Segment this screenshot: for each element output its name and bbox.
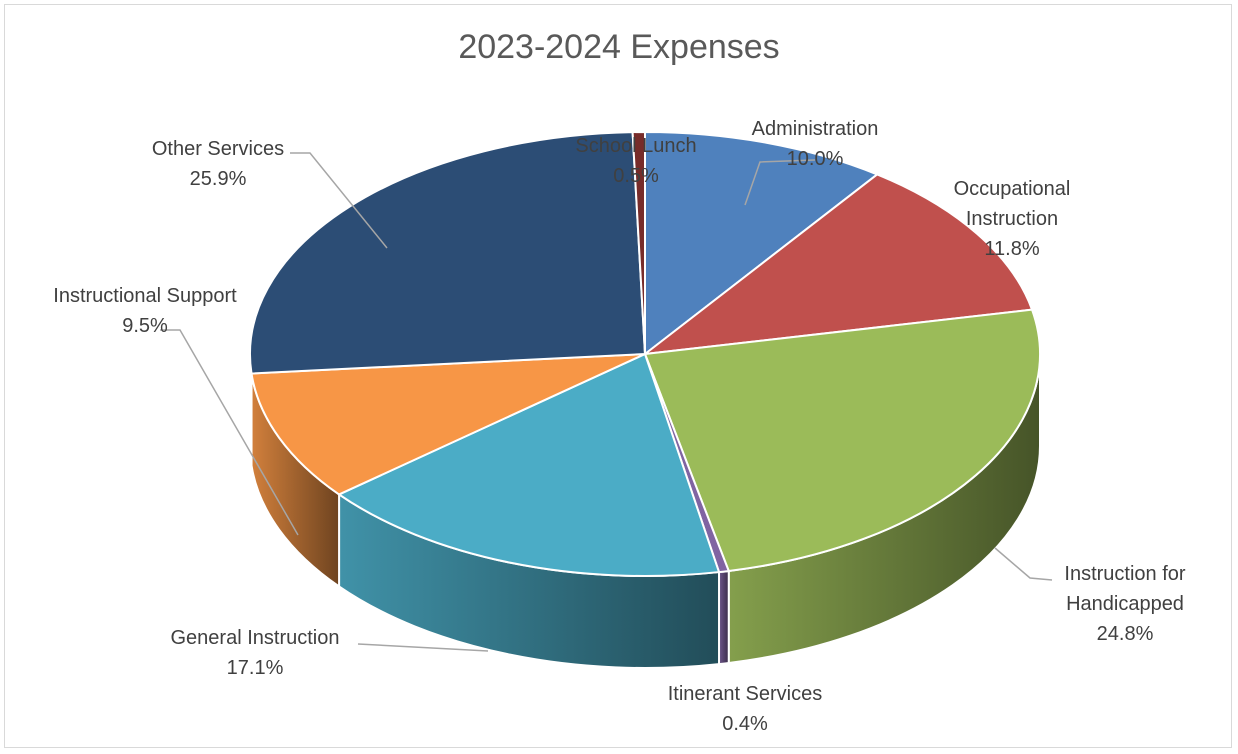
slice-value-label-0: 10.0% <box>787 148 844 170</box>
slice-value-label-7: 0.5% <box>613 165 659 187</box>
slice-category-label-0: Administration <box>752 118 879 140</box>
leader-line-6 <box>290 152 388 249</box>
slice-category-label-4: General Instruction <box>171 627 340 649</box>
slice-category-label-7: School Lunch <box>575 135 696 157</box>
pie-labels: Administration 10.0% Occupational Instructi… <box>53 118 1186 735</box>
pie-slice-2 <box>644 308 1041 572</box>
slice-category-label-5: Instructional Support <box>53 285 237 307</box>
slice-value-label-6: 25.9% <box>190 168 247 190</box>
slice-value-label-4: 17.1% <box>227 657 284 679</box>
pie-slice-1 <box>644 173 1034 355</box>
slice-value-label-2: 24.8% <box>1097 623 1154 645</box>
slice-value-label-3: 0.4% <box>722 713 768 735</box>
leader-line-4 <box>357 643 489 652</box>
slice-category-label-2: Handicapped <box>1066 593 1184 615</box>
slice-category-label-6: Other Services <box>152 138 284 160</box>
pie-slice-5 <box>250 353 646 496</box>
slice-category-label-2: Instruction for <box>1064 563 1186 585</box>
slice-value-label-1: 11.8% <box>984 238 1039 260</box>
pie-slice-6 <box>249 131 646 375</box>
slice-value-label-5: 9.5% <box>122 315 168 337</box>
pie-top-faces <box>249 131 1041 577</box>
slice-category-label-1: Instruction <box>966 208 1058 230</box>
leader-line-0 <box>744 159 816 206</box>
leader-line-2 <box>994 547 1053 581</box>
slice-category-label-1: Occupational <box>954 178 1071 200</box>
pie-slice-7 <box>631 131 646 355</box>
pie-slice-4 <box>338 353 721 577</box>
pie-side-3 <box>718 569 730 666</box>
pie-slice-0 <box>644 131 879 355</box>
slice-category-label-3: Itinerant Services <box>668 683 823 705</box>
chart-title: 2023-2024 Expenses <box>458 28 780 66</box>
leader-line-5 <box>160 329 299 536</box>
